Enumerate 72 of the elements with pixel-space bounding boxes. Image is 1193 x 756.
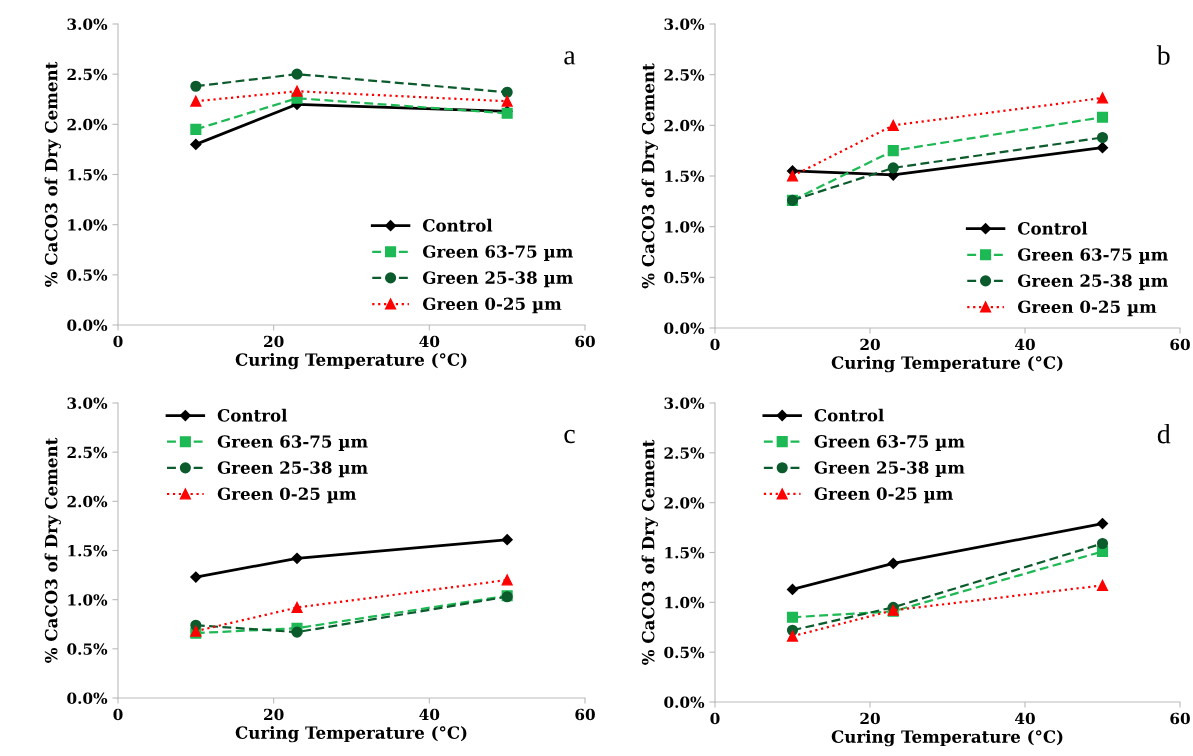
legend-label: Green 0-25 µm	[422, 297, 562, 314]
x-tick-label: 40	[1015, 712, 1035, 725]
legend-label: Green 0-25 µm	[1017, 300, 1157, 317]
y-tick-label: 2.5%	[67, 68, 108, 81]
y-tick-label: 2.0%	[664, 497, 705, 509]
y-tick-label: 1.5%	[665, 170, 705, 183]
x-axis-title: Curing Temperature (°C)	[831, 355, 1063, 373]
x-tick-label: 40	[419, 335, 440, 348]
x-tick-label: 60	[1170, 712, 1190, 725]
y-tick-label: 1.5%	[665, 546, 705, 559]
x-tick-label: 0	[710, 712, 720, 725]
legend-label: Green 25-38 µm	[814, 461, 965, 478]
y-axis-title: % CaCO3 of Dry Cement	[44, 437, 61, 663]
y-tick-label: 1.0%	[665, 596, 705, 609]
annotation: a	[564, 51, 576, 65]
y-tick-label: 2.0%	[664, 119, 705, 132]
legend-label: Green 63-75 µm	[217, 435, 368, 452]
x-tick-label: 0	[710, 338, 720, 351]
y-tick-label: 0.0%	[67, 692, 108, 705]
y-tick-label: 3.0%	[67, 18, 108, 31]
legend-label: Control	[422, 218, 493, 232]
legend-label: Green 25-38 µm	[217, 461, 368, 478]
y-tick-label: 1.0%	[665, 221, 705, 233]
y-tick-label: 2.0%	[67, 495, 108, 508]
legend-label: Green 63-75 µm	[814, 435, 965, 451]
annotation: b	[1156, 45, 1170, 65]
legend-label: Green 63-75 µm	[1017, 248, 1168, 265]
annotation: c	[564, 429, 575, 444]
y-tick-label: 3.0%	[664, 18, 705, 31]
y-tick-label: 1.5%	[68, 168, 108, 181]
x-tick-label: 60	[575, 335, 595, 348]
legend-label: Control	[814, 408, 884, 422]
y-tick-label: 2.0%	[67, 118, 108, 131]
x-tick-label: 0	[113, 335, 123, 348]
legend-label: Green 25-38 µm	[422, 271, 573, 288]
x-tick-label: 40	[419, 708, 440, 721]
x-tick-label: 40	[1015, 338, 1035, 351]
y-tick-label: 0.0%	[664, 322, 705, 335]
y-tick-label: 0.0%	[67, 319, 108, 332]
y-axis-title: % CaCO3 of Dry Cement	[641, 63, 658, 289]
y-tick-label: 3.0%	[664, 397, 705, 410]
y-tick-label: 1.0%	[68, 594, 108, 606]
x-tick-label: 20	[264, 335, 284, 348]
y-tick-label: 0.5%	[67, 269, 108, 281]
legend-label: Green 0-25 µm	[217, 487, 357, 504]
y-tick-label: 1.5%	[68, 544, 108, 557]
y-tick-label: 0.0%	[664, 696, 705, 709]
x-axis-title: Curing Temperature (°C)	[235, 725, 467, 743]
y-tick-label: 3.0%	[67, 397, 108, 410]
legend-label: Green 25-38 µm	[1017, 274, 1168, 291]
x-axis-title: Curing Temperature (°C)	[831, 729, 1063, 747]
y-tick-label: 2.5%	[67, 446, 108, 459]
legend-label: Control	[1017, 221, 1088, 235]
y-tick-label: 0.5%	[67, 643, 108, 655]
x-tick-label: 0	[113, 708, 123, 721]
x-tick-label: 20	[860, 338, 880, 351]
x-tick-label: 20	[860, 712, 880, 725]
legend-label: Control	[217, 408, 288, 422]
x-tick-label: 60	[575, 708, 595, 721]
y-tick-label: 2.5%	[664, 69, 705, 81]
legend-label: Green 0-25 µm	[814, 487, 953, 504]
x-tick-label: 60	[1170, 338, 1190, 351]
y-tick-label: 0.5%	[664, 646, 705, 659]
x-axis-title: Curing Temperature (°C)	[235, 352, 467, 370]
y-tick-label: 2.5%	[664, 447, 705, 459]
legend-label: Green 63-75 µm	[422, 245, 573, 262]
y-axis-title: % CaCO3 of Dry Cement	[641, 439, 658, 665]
annotation: d	[1157, 423, 1171, 444]
y-tick-label: 0.5%	[664, 271, 705, 284]
y-axis-title: % CaCO3 of Dry Cement	[44, 61, 61, 287]
x-tick-label: 20	[264, 708, 284, 721]
y-tick-label: 1.0%	[68, 219, 108, 231]
